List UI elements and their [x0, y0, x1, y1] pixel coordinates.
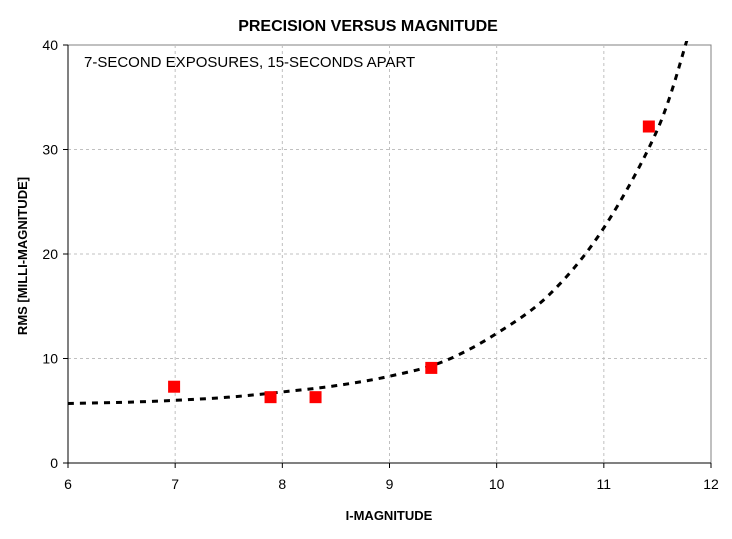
- x-tick-label: 12: [703, 476, 719, 492]
- data-points: [168, 120, 655, 404]
- x-tick-label: 11: [597, 476, 612, 492]
- grid-lines: [68, 45, 711, 463]
- data-point: [309, 391, 322, 404]
- chart-title: PRECISION VERSUS MAGNITUDE: [238, 18, 498, 35]
- x-axis-label: I-MAGNITUDE: [346, 508, 433, 523]
- axes: [63, 44, 712, 468]
- x-tick-label: 8: [278, 476, 286, 492]
- chart-annotation: 7-SECOND EXPOSURES, 15-SECONDS APART: [84, 54, 415, 71]
- x-tick-label: 9: [386, 476, 394, 492]
- y-tick-label: 10: [42, 351, 58, 367]
- data-point: [264, 391, 277, 404]
- y-tick-label: 40: [42, 37, 58, 53]
- trend-line-path: [68, 41, 689, 405]
- data-point: [642, 120, 655, 133]
- trend-line: [68, 41, 689, 405]
- x-tick-label: 6: [64, 476, 72, 492]
- tick-labels: 6 7 8 9 10 11 12 0 10 20 30 40: [42, 37, 719, 492]
- data-point: [168, 380, 181, 393]
- x-tick-label: 7: [171, 476, 179, 492]
- y-tick-label: 30: [42, 142, 58, 158]
- y-tick-label: 20: [42, 246, 58, 262]
- x-tick-label: 10: [489, 476, 505, 492]
- y-axis-label: RMS [MILLI-MAGNITUDE]: [15, 177, 30, 335]
- data-point: [425, 361, 438, 374]
- y-tick-label: 0: [50, 455, 58, 471]
